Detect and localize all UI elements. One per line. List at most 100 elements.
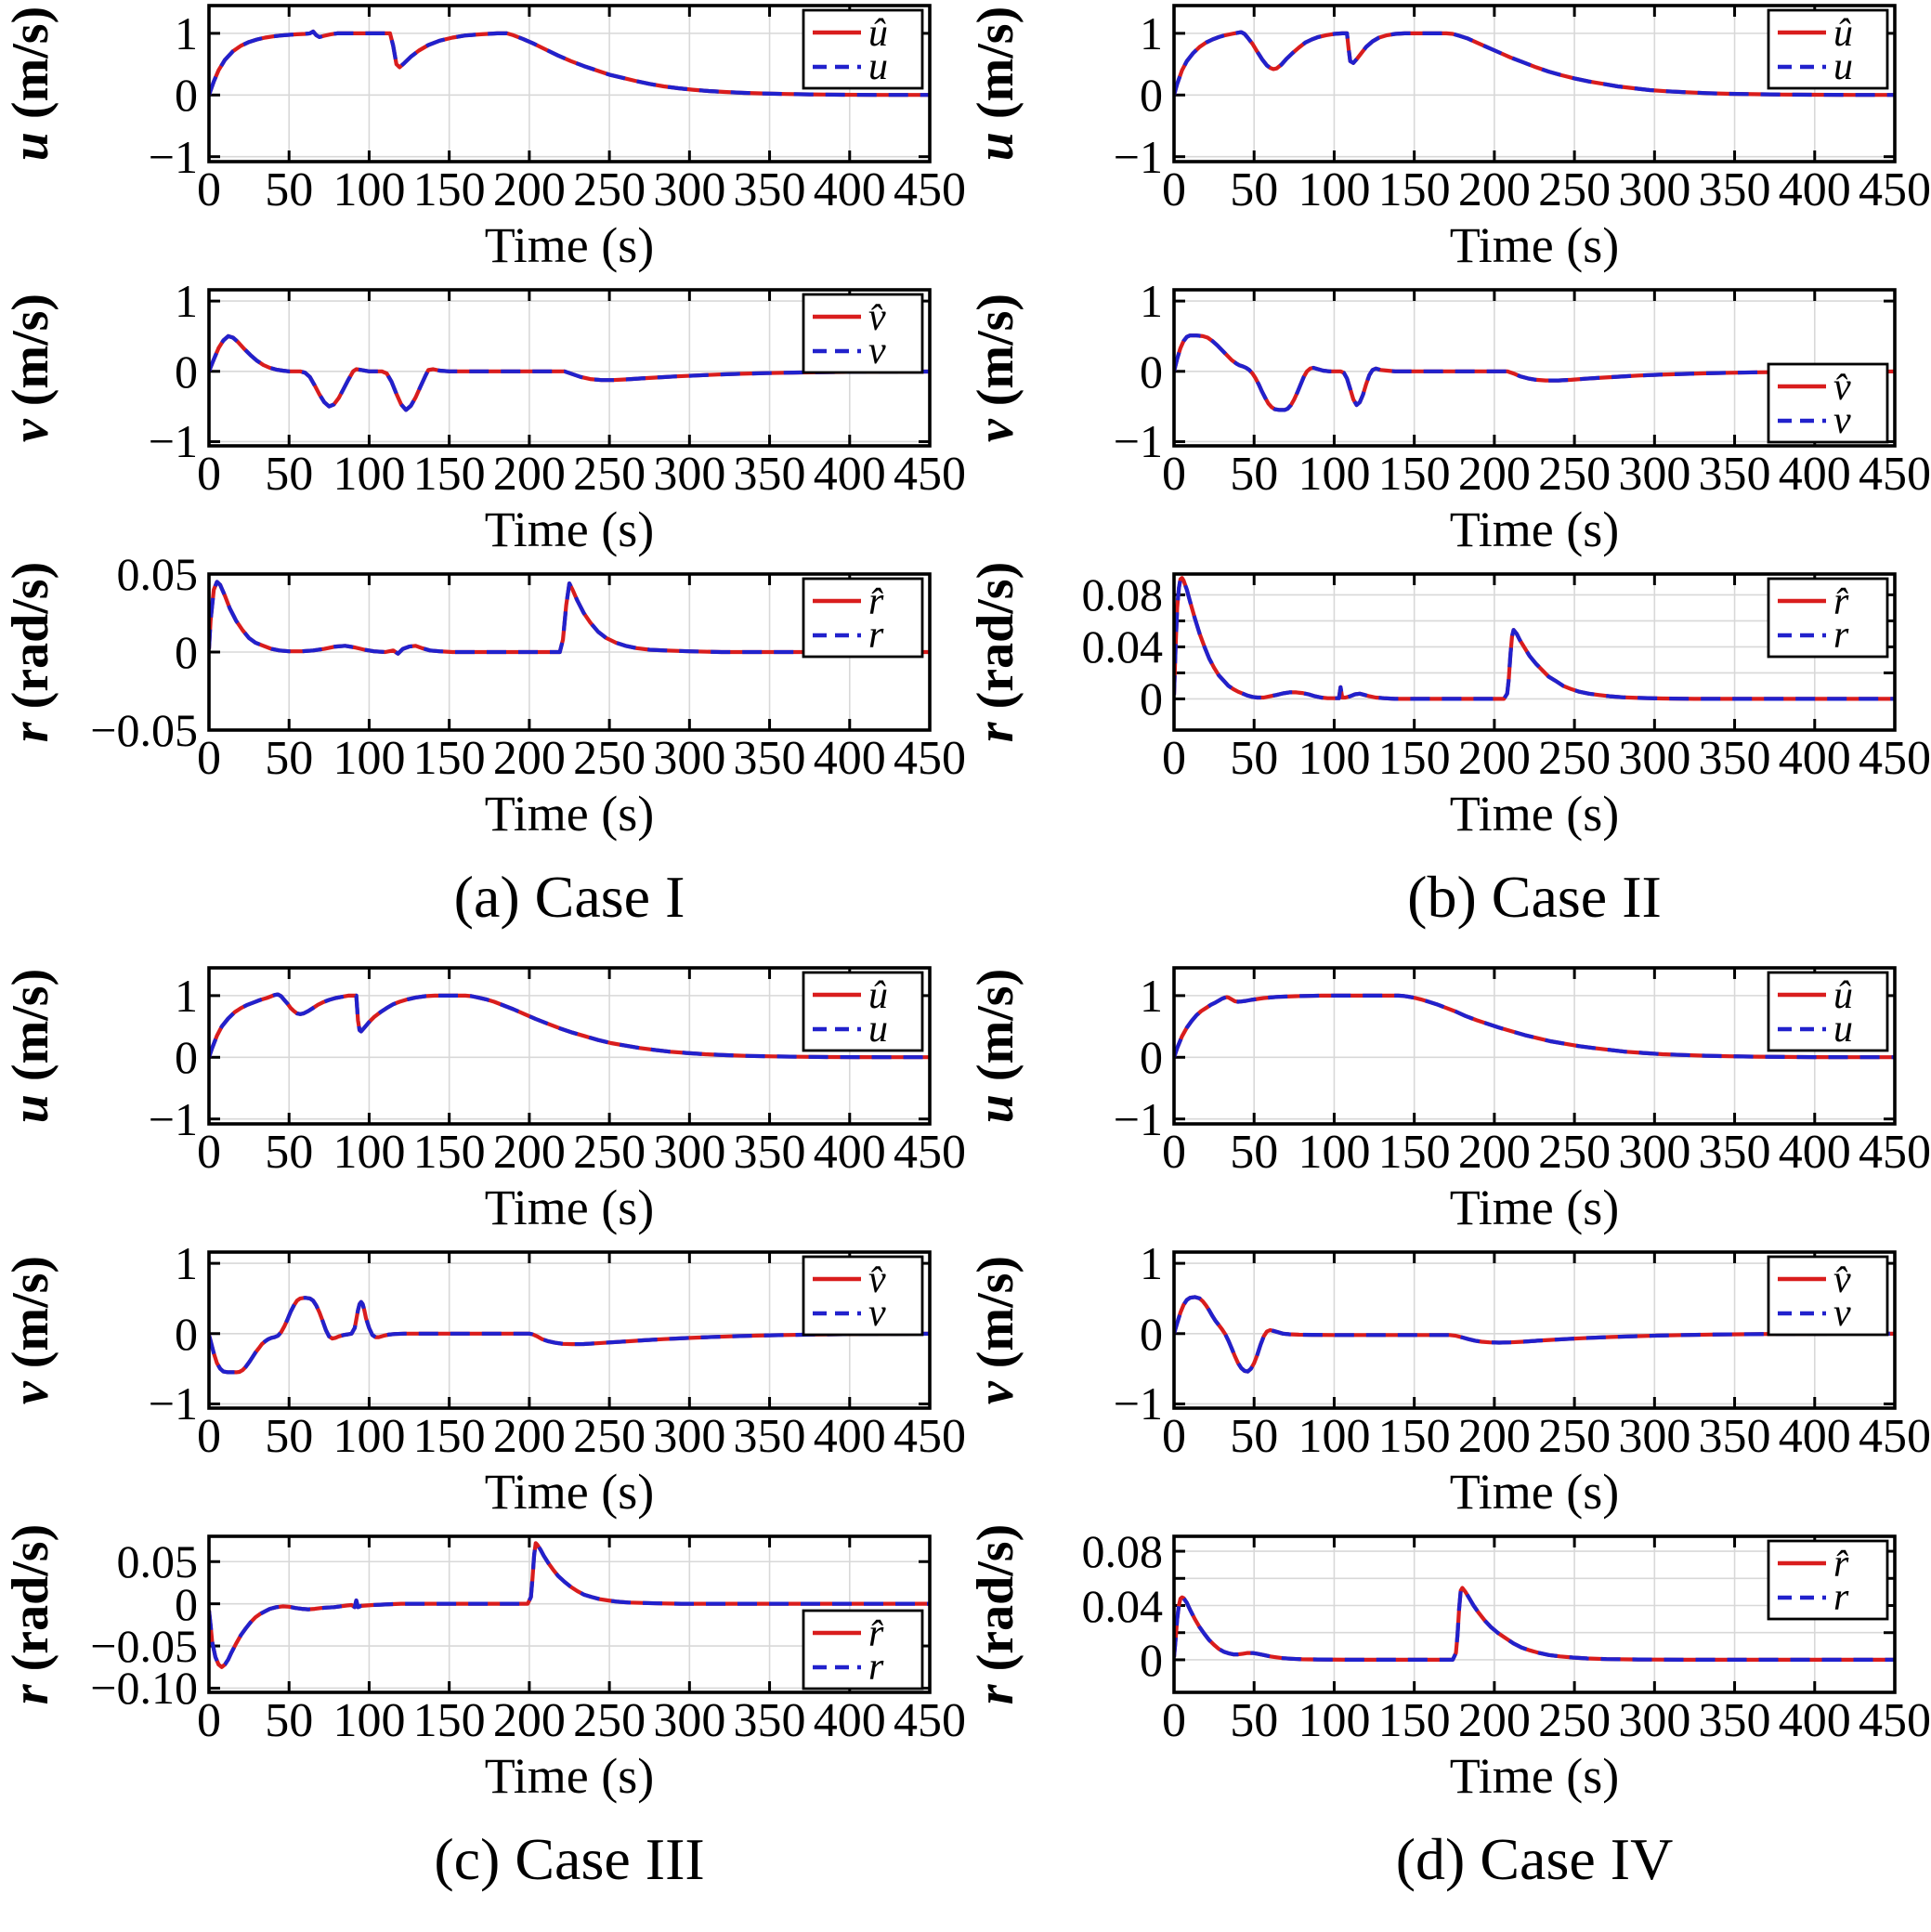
x-tick-label: 200 [1457, 448, 1531, 501]
x-axis-label: Time (s) [484, 1180, 655, 1235]
y-axis-label: r (rad/s) [965, 562, 1026, 742]
y-tick-label: −1 [1113, 415, 1163, 468]
y-axis-label: v (m/s) [965, 1250, 1026, 1410]
x-tick-label: 50 [1230, 448, 1279, 501]
legend-label-true: v [868, 1292, 886, 1335]
x-tick-label: 150 [412, 448, 486, 501]
true-curve [209, 992, 930, 1060]
y-tick-label: 1 [175, 7, 198, 59]
x-tick-label: 100 [1298, 1410, 1371, 1463]
y-axis-label: u (m/s) [965, 966, 1026, 1126]
x-axis-label: Time (s) [1449, 1180, 1620, 1235]
legend: v̂v [1767, 1255, 1889, 1337]
x-tick-label: 250 [1538, 1410, 1611, 1463]
x-tick-label: 150 [1377, 1694, 1451, 1747]
y-tick-label: 0 [1140, 1633, 1163, 1686]
subplot-case-i-v: v (m/s) 1 0 −1 v̂ v 0 50 100 150 200 250 300 350 40… [0, 275, 966, 559]
plot-column: r̂ r 0 50 100 150 200 250 300 350 400 450 Time (s) [1162, 572, 1931, 843]
x-tick-label: 350 [1698, 1694, 1771, 1747]
plot-canvas: r̂r [207, 572, 932, 732]
legend-box [802, 971, 924, 1052]
x-tick-label: 150 [1377, 1126, 1451, 1179]
plot-canvas: v̂v [1172, 1250, 1897, 1410]
y-axis-unit: (m/s) [967, 6, 1024, 133]
y-tick-labels: 0.08 0.04 0 [1026, 568, 1172, 732]
x-tick-label: 0 [1162, 1694, 1186, 1747]
x-tick-label: 350 [733, 1126, 806, 1179]
y-axis-variable: v [967, 1381, 1024, 1405]
x-tick-label: 350 [733, 732, 806, 785]
plot-border [1172, 966, 1897, 1126]
estimate-curve [209, 333, 930, 412]
legend: v̂v [802, 1255, 924, 1337]
legend-label-true: u [1833, 46, 1853, 88]
y-axis-label: v (m/s) [965, 288, 1026, 448]
legend-box [1767, 362, 1889, 444]
x-tick-label: 0 [1162, 163, 1186, 216]
y-axis-variable: v [967, 419, 1024, 443]
legend: ûu [802, 971, 924, 1052]
x-tick-label: 100 [333, 732, 406, 785]
y-tick-label: 0.05 [116, 548, 199, 600]
x-tick-label: 400 [1778, 1126, 1851, 1179]
y-axis-variable: r [967, 1684, 1024, 1705]
x-axis-label: Time (s) [1449, 1748, 1620, 1804]
legend-label-estimate: r̂ [868, 1612, 884, 1655]
x-tick-label: 400 [813, 1694, 886, 1747]
y-axis-label: r (rad/s) [0, 1524, 61, 1704]
x-tick-label: 250 [1538, 163, 1611, 216]
case-caption: (a) Case I [453, 864, 685, 930]
x-tick-label: 50 [1230, 1694, 1279, 1747]
y-tick-label: −1 [148, 415, 198, 468]
x-tick-label: 300 [653, 732, 726, 785]
y-axis-label: u (m/s) [0, 4, 61, 163]
plot-border [207, 288, 932, 448]
x-tick-label: 0 [197, 163, 221, 216]
y-axis-unit: (m/s) [2, 1255, 59, 1382]
y-tick-label: 1 [175, 1237, 198, 1290]
true-curve [1174, 993, 1895, 1060]
x-tick-label: 0 [1162, 732, 1186, 785]
plot-border [1172, 1250, 1897, 1410]
x-tick-label: 50 [265, 163, 314, 216]
legend-box [1767, 577, 1889, 659]
legend-box [802, 577, 924, 659]
x-tick-label: 300 [1618, 448, 1691, 501]
plot-canvas: v̂v [207, 1250, 932, 1410]
x-tick-label: 250 [1538, 1126, 1611, 1179]
y-tick-label: 0 [1140, 1307, 1163, 1360]
y-tick-label: 0 [175, 1307, 198, 1360]
y-axis-unit: (rad/s) [2, 1523, 59, 1685]
y-tick-labels: 1 0 −1 [61, 1237, 207, 1429]
legend-label-estimate: r̂ [1833, 1543, 1849, 1586]
legend: r̂r [802, 1609, 924, 1690]
x-tick-label: 100 [333, 163, 406, 216]
x-axis-label: Time (s) [1449, 502, 1620, 557]
legend-box [1767, 971, 1889, 1052]
plot-border [207, 1250, 932, 1410]
x-tick-labels: 0 50 100 150 200 250 300 350 400 450 [1162, 163, 1931, 217]
x-tick-label: 0 [1162, 1410, 1186, 1463]
y-axis-variable: v [2, 1381, 59, 1405]
x-tick-labels: 0 50 100 150 200 250 300 350 400 450 [197, 1126, 966, 1180]
legend-label-true: r [1833, 614, 1849, 657]
x-tick-label: 50 [1230, 732, 1279, 785]
legend: r̂r [1767, 1539, 1889, 1621]
x-tick-label: 250 [1538, 732, 1611, 785]
y-tick-label: 0.08 [1081, 1525, 1164, 1578]
legend: r̂r [1767, 577, 1889, 659]
x-tick-label: 50 [265, 732, 314, 785]
plot-border [207, 966, 932, 1126]
x-tick-label: 200 [492, 448, 566, 501]
y-tick-labels: 1 0 −1 [61, 966, 207, 1145]
x-tick-label: 50 [265, 1410, 314, 1463]
plot-column: r̂ r 0 50 100 150 200 250 300 350 400 450 Time (s) [197, 572, 966, 843]
